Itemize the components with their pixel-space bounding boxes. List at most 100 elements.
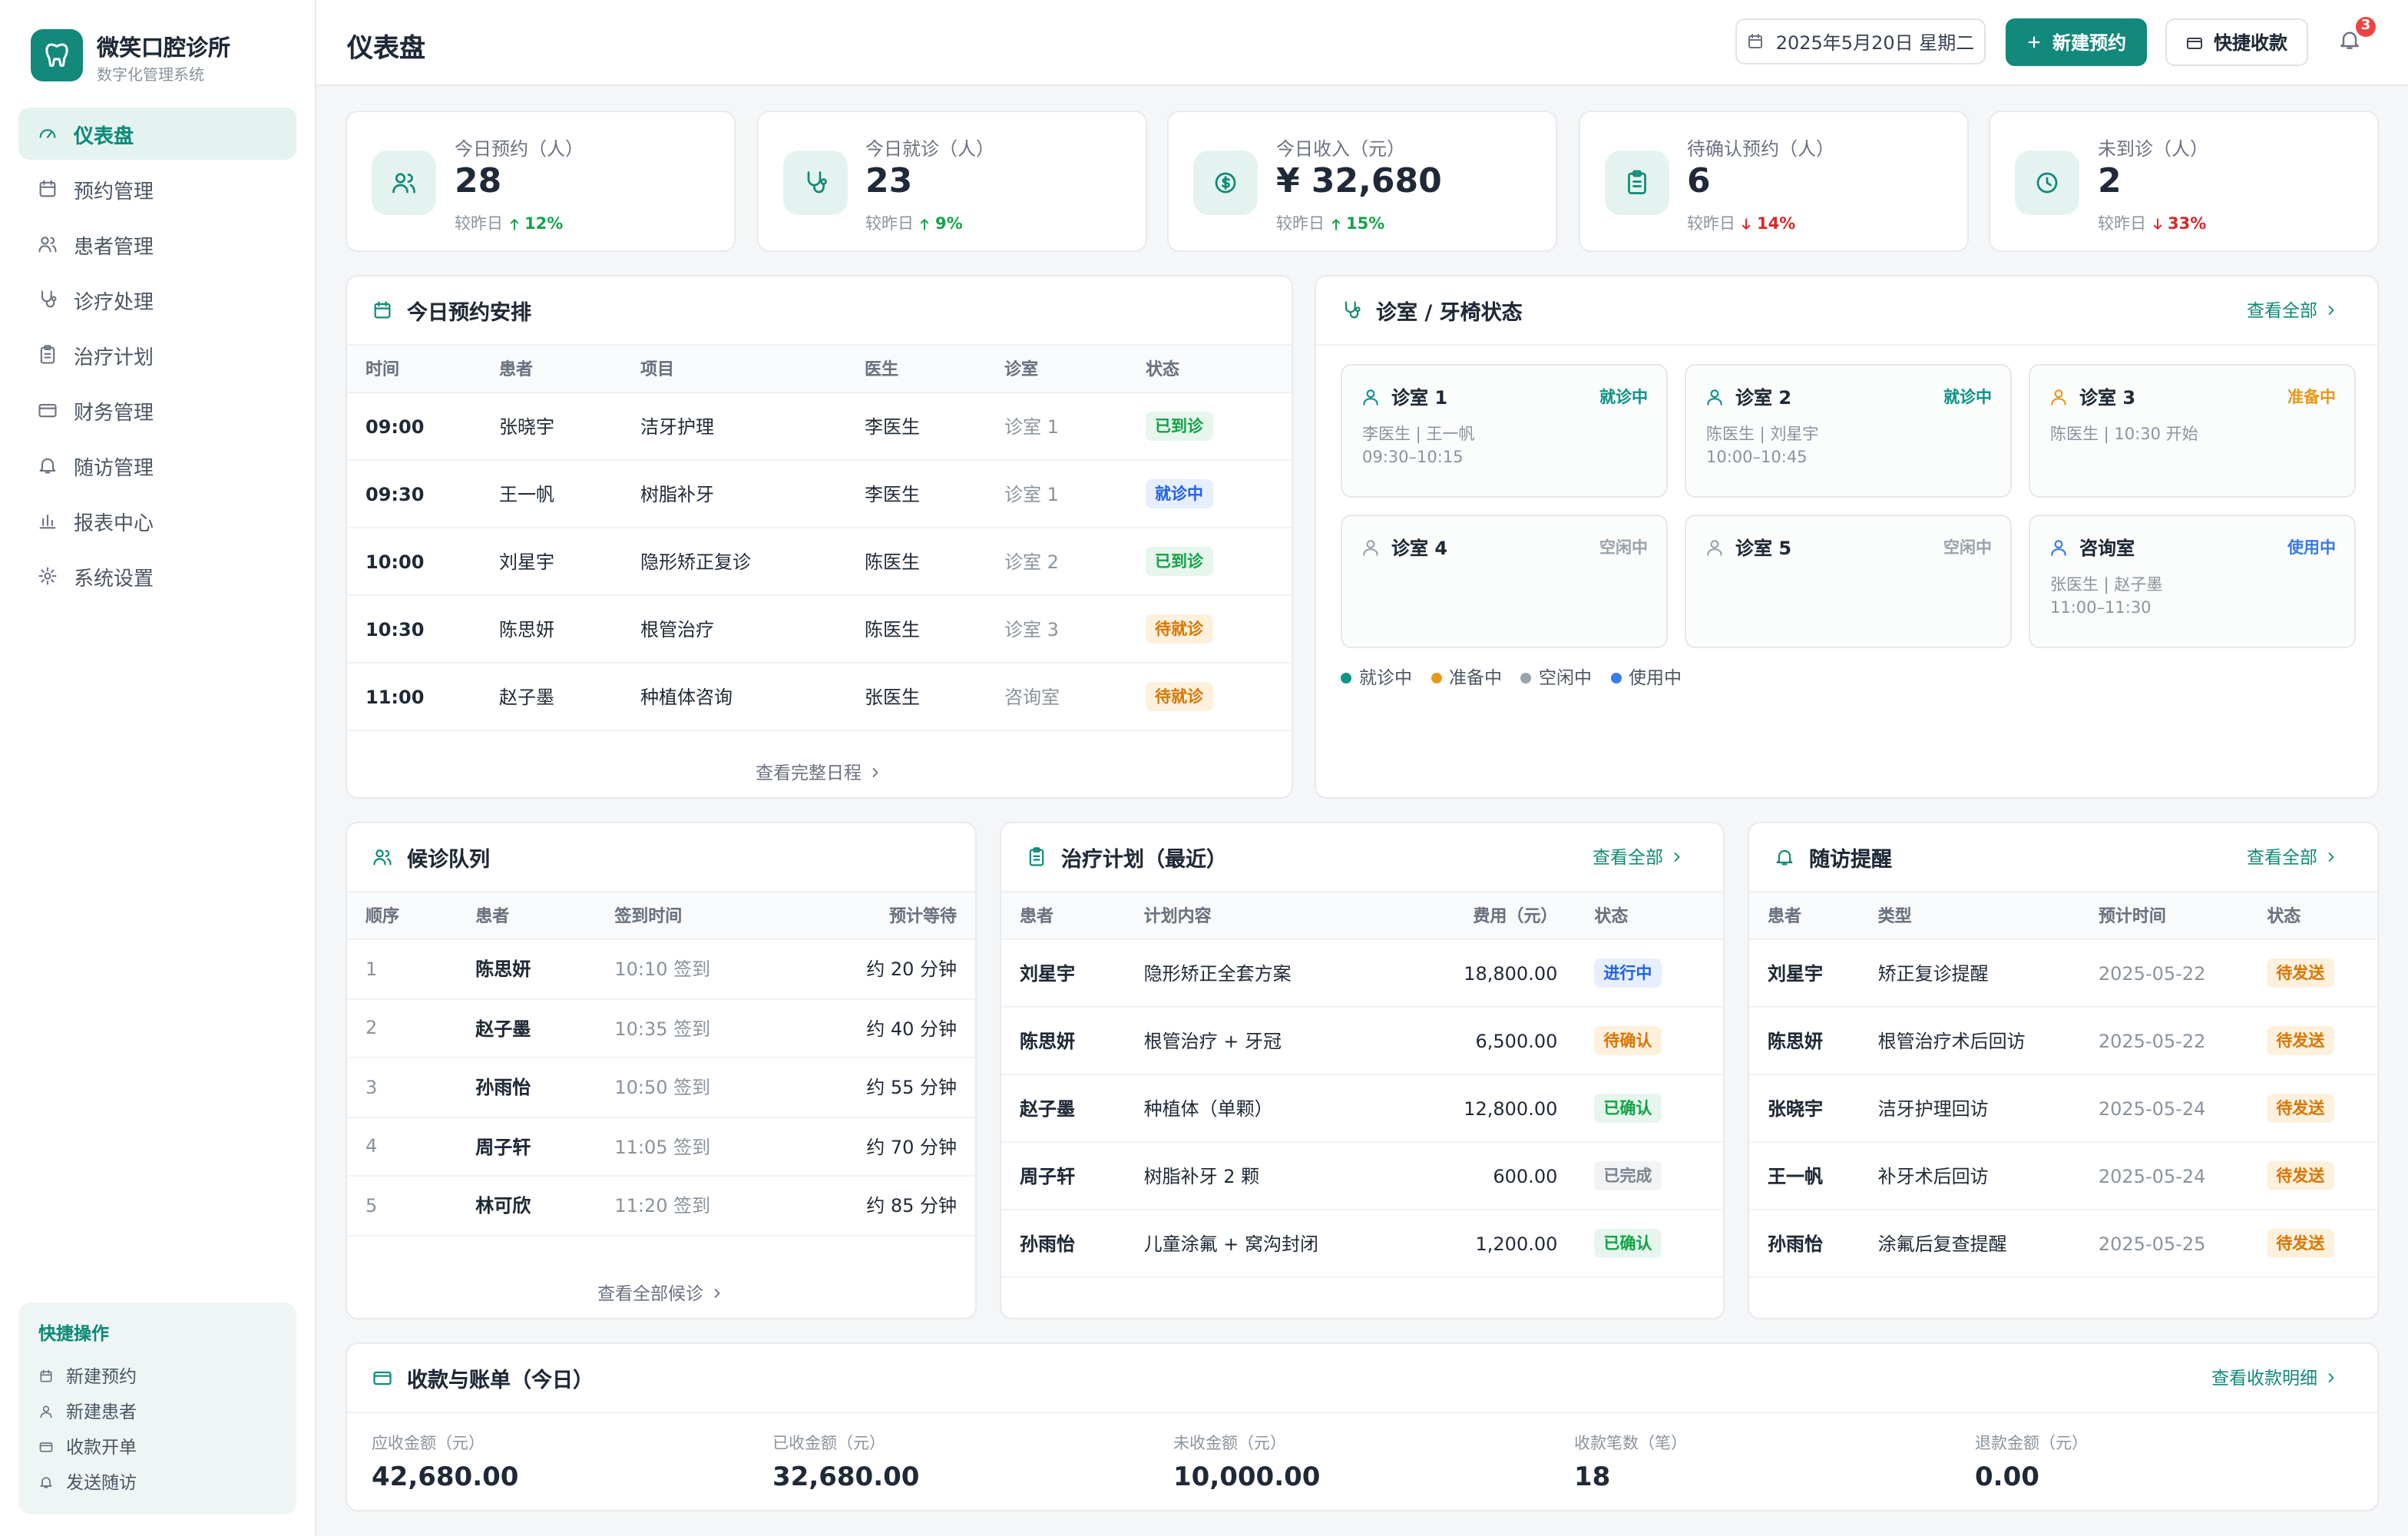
- card-title: 治疗计划（最近）: [1061, 848, 1227, 872]
- card-header: 收款与账单（今日） 查看收款明细: [347, 1344, 2377, 1413]
- card-link[interactable]: 查看收款明细: [2211, 1366, 2353, 1390]
- icon: [2051, 540, 2066, 556]
- status-badge: 待发送: [2267, 1229, 2334, 1258]
- nav-item[interactable]: 治疗计划: [18, 329, 296, 381]
- table-cell: 10:50 签到: [614, 1077, 711, 1099]
- card-link[interactable]: 查看全部: [1593, 845, 1698, 869]
- table-cell: 待就诊: [1146, 614, 1268, 644]
- table-cell: 待发送: [2267, 1161, 2359, 1190]
- stat-change: 14%: [1757, 214, 1796, 233]
- link-label: 查看全部: [2247, 846, 2317, 868]
- quick-item[interactable]: 新建患者: [38, 1393, 276, 1428]
- stat-icon: [1193, 151, 1258, 215]
- table-row: 09:30 王一帆 树脂补牙 李医生 诊室 1 就诊中: [347, 461, 1292, 528]
- table-cell: 根管治疗: [640, 619, 715, 641]
- icon: [2152, 217, 2162, 229]
- table-cell: 刘星宇: [1020, 963, 1076, 985]
- column-header: 费用（元）: [1473, 906, 1558, 926]
- billing-label: 未收金额（元）: [1173, 1435, 1286, 1453]
- icon: [38, 567, 57, 585]
- table-row: 1 陈思妍 10:10 签到 约 20 分钟: [347, 940, 975, 999]
- nav-item[interactable]: 患者管理: [18, 218, 296, 270]
- footer-label: 查看全部候诊: [597, 1283, 703, 1304]
- nav-item[interactable]: 报表中心: [18, 495, 296, 547]
- icon: [1345, 301, 1361, 319]
- column-header: 时间: [366, 359, 399, 379]
- stat-compare: 较昨日 12%: [455, 212, 563, 235]
- stat-icon: [372, 151, 436, 215]
- compare-label: 较昨日: [1687, 215, 1735, 233]
- billing-label: 应收金额（元）: [372, 1435, 485, 1453]
- billing-item: 退款金额（元） 0.00: [1975, 1432, 2088, 1493]
- nav-item[interactable]: 仪表盘: [18, 108, 296, 160]
- nav-item[interactable]: 诊疗处理: [18, 273, 296, 326]
- room-tile[interactable]: 诊室 1 就诊中 李医生 | 王一帆 09:30–10:15: [1341, 364, 1668, 498]
- room-tile[interactable]: 诊室 3 准备中 陈医生 | 10:30 开始: [2029, 364, 2356, 498]
- stat-change: 33%: [2168, 214, 2207, 233]
- card-header: 候诊队列: [347, 823, 975, 892]
- status-badge: 待发送: [2267, 1026, 2334, 1055]
- nav-label: 系统设置: [74, 568, 154, 591]
- table-cell: 就诊中: [1146, 479, 1268, 508]
- table-row: 3 孙雨怡 10:50 签到 约 55 分钟: [347, 1058, 975, 1117]
- link-label: 查看收款明细: [2211, 1367, 2317, 1389]
- link-label: 查看全部: [1593, 846, 1663, 868]
- room-name: 诊室 3: [2079, 387, 2136, 409]
- billing-value: 42,680.00: [372, 1462, 519, 1493]
- table-cell: 待发送: [2267, 1229, 2359, 1258]
- room-tile[interactable]: 诊室 5 空闲中: [1685, 515, 2012, 648]
- card-title: 随访提醒: [1809, 848, 1892, 872]
- column-header: 类型: [1877, 906, 1912, 926]
- card-link[interactable]: 查看全部: [2247, 845, 2353, 869]
- billing-value: 18: [1574, 1462, 1611, 1493]
- card-footer[interactable]: 查看全部候诊: [347, 1281, 975, 1306]
- room-detail: 09:30–10:15: [1362, 449, 1464, 467]
- room-tile[interactable]: 诊室 2 就诊中 陈医生 | 刘星宇 10:00–10:45: [1685, 364, 2012, 498]
- room-top: 诊室 1 就诊中: [1361, 384, 1648, 410]
- table-cell: 王一帆: [1768, 1166, 1824, 1187]
- nav-item[interactable]: 系统设置: [18, 550, 296, 602]
- compare-label: 较昨日: [2098, 215, 2146, 233]
- billing-card: 收款与账单（今日） 查看收款明细 应收金额（元） 42,680.00 已收金额（元） 32…: [346, 1342, 2379, 1511]
- icon: [1363, 389, 1378, 406]
- room-top: 咨询室 使用中: [2049, 535, 2336, 561]
- table-cell: 11:00: [366, 686, 425, 707]
- quick-item[interactable]: 收款开单: [38, 1428, 276, 1464]
- icon: [1776, 849, 1793, 866]
- stat-label: 未到诊（人）: [2098, 138, 2209, 160]
- nav-item[interactable]: 预约管理: [18, 163, 296, 215]
- room-status: 使用中: [2287, 539, 2336, 558]
- date-picker[interactable]: 2025年5月20日 星期二: [1735, 18, 1986, 65]
- room-tile[interactable]: 咨询室 使用中 张医生 | 赵子墨 11:00–11:30: [2029, 515, 2356, 648]
- button-label: 快捷收款: [2213, 32, 2287, 54]
- brand-subtitle: 数字化管理系统: [97, 68, 204, 84]
- column-header: 签到时间: [614, 906, 683, 926]
- room-detail: 张医生 | 赵子墨: [2050, 576, 2163, 594]
- icon: [2328, 306, 2334, 315]
- quick-actions: 快捷操作 新建预约 新建患者 收款开单 发送随访: [18, 1303, 296, 1514]
- plans-card: 治疗计划（最近） 查看全部 患者 计划内容 费用（元） 状态 刘星宇 隐形矫正全套方案 18,8…: [1000, 822, 1725, 1319]
- card-link[interactable]: 查看全部: [2247, 298, 2353, 323]
- card-footer[interactable]: 查看完整日程: [347, 760, 1292, 785]
- table-row: 10:30 陈思妍 根管治疗 陈医生 诊室 3 待就诊: [347, 596, 1292, 664]
- table-row: 张晓宇 洁牙护理回访 2025-05-24 待发送: [1749, 1075, 2377, 1143]
- logo: [31, 29, 83, 81]
- nav-label: 治疗计划: [74, 346, 154, 369]
- icon: [1707, 389, 1722, 406]
- table-cell: 根管治疗 + 牙冠: [1143, 1031, 1282, 1052]
- secondary-button[interactable]: 快捷收款: [2165, 18, 2308, 66]
- icon: [39, 1442, 53, 1452]
- icon: [2340, 31, 2359, 49]
- legend-label: 使用中: [1629, 667, 1682, 688]
- room-status: 空闲中: [1943, 539, 1992, 558]
- quick-item[interactable]: 发送随访: [38, 1464, 276, 1499]
- stat-change: 15%: [1346, 214, 1385, 233]
- room-tile[interactable]: 诊室 4 空闲中: [1341, 515, 1668, 648]
- notification-bell[interactable]: 3: [2337, 17, 2376, 55]
- primary-button[interactable]: 新建预约: [2006, 18, 2147, 66]
- nav-item[interactable]: 财务管理: [18, 384, 296, 436]
- nav-item[interactable]: 随访管理: [18, 439, 296, 492]
- quick-item[interactable]: 新建预约: [38, 1358, 276, 1393]
- card-title: 诊室 / 牙椅状态: [1376, 301, 1523, 326]
